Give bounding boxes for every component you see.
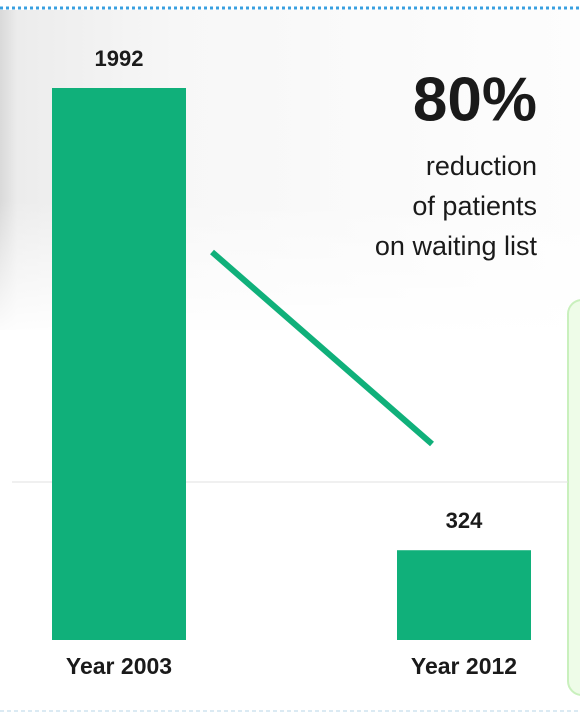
- annotation-line: on waiting list: [375, 231, 538, 261]
- trend-line: [210, 249, 434, 447]
- bar: [397, 550, 531, 640]
- annotation-line: reduction: [426, 151, 537, 181]
- category-label: Year 2012: [411, 653, 517, 679]
- side-panel: [567, 299, 580, 696]
- annotation: 80%: [413, 65, 537, 134]
- category-label: Year 2003: [66, 653, 172, 679]
- value-label: 324: [446, 508, 483, 533]
- value-label: 1992: [95, 46, 144, 71]
- bar: [52, 88, 186, 640]
- annotation-line: of patients: [412, 191, 537, 221]
